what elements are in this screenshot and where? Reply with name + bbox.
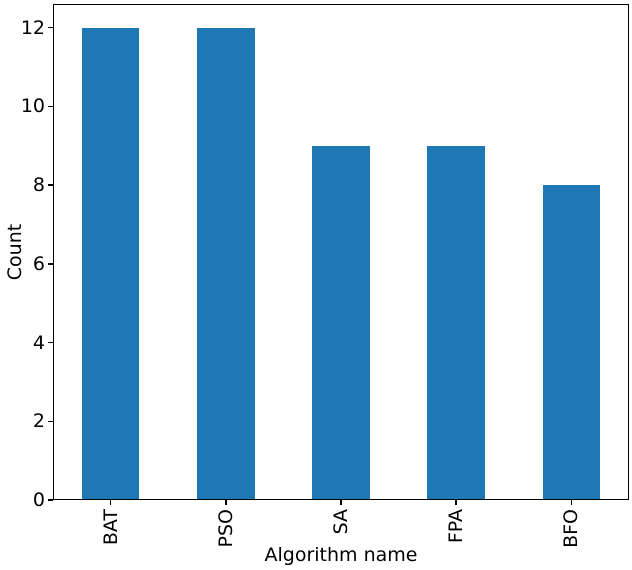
y-tick-label-2: 2	[32, 410, 45, 433]
y-tick-label-8: 8	[32, 174, 45, 197]
y-tick-label-10: 10	[20, 95, 45, 118]
x-tick-mark-bfo	[570, 500, 573, 505]
x-tick-mark-pso	[225, 500, 227, 505]
bar-bfo	[542, 185, 601, 500]
y-tick-label-6: 6	[32, 252, 45, 275]
y-tick-mark-12	[48, 26, 53, 29]
y-tick-mark-6	[48, 263, 53, 265]
y-tick-mark-0	[48, 499, 53, 501]
x-tick-label-pso: PSO	[214, 509, 237, 548]
y-tick-mark-10	[48, 105, 53, 108]
y-tick-label-0: 0	[32, 489, 45, 511]
y-tick-label-12: 12	[20, 16, 45, 39]
y-tick-mark-4	[48, 341, 53, 344]
bar-fpa	[427, 145, 485, 500]
x-tick-label-fpa: FPA	[445, 509, 468, 544]
x-tick-label-sa: SA	[330, 509, 352, 535]
plot-area	[53, 4, 629, 500]
y-tick-mark-8	[48, 184, 53, 186]
bar-pso	[197, 27, 255, 500]
y-tick-label-4: 4	[32, 331, 45, 354]
bar-bat	[81, 27, 140, 500]
y-tick-mark-2	[48, 420, 53, 423]
bar-sa	[312, 145, 370, 500]
x-tick-mark-bat	[109, 500, 112, 505]
y-axis-title: Count	[4, 223, 26, 281]
x-axis-title: Algorithm name	[264, 544, 418, 566]
x-tick-label-bfo: BFO	[560, 509, 583, 548]
x-tick-mark-sa	[340, 500, 342, 505]
x-tick-mark-fpa	[455, 500, 457, 505]
x-tick-label-bat: BAT	[99, 509, 122, 546]
